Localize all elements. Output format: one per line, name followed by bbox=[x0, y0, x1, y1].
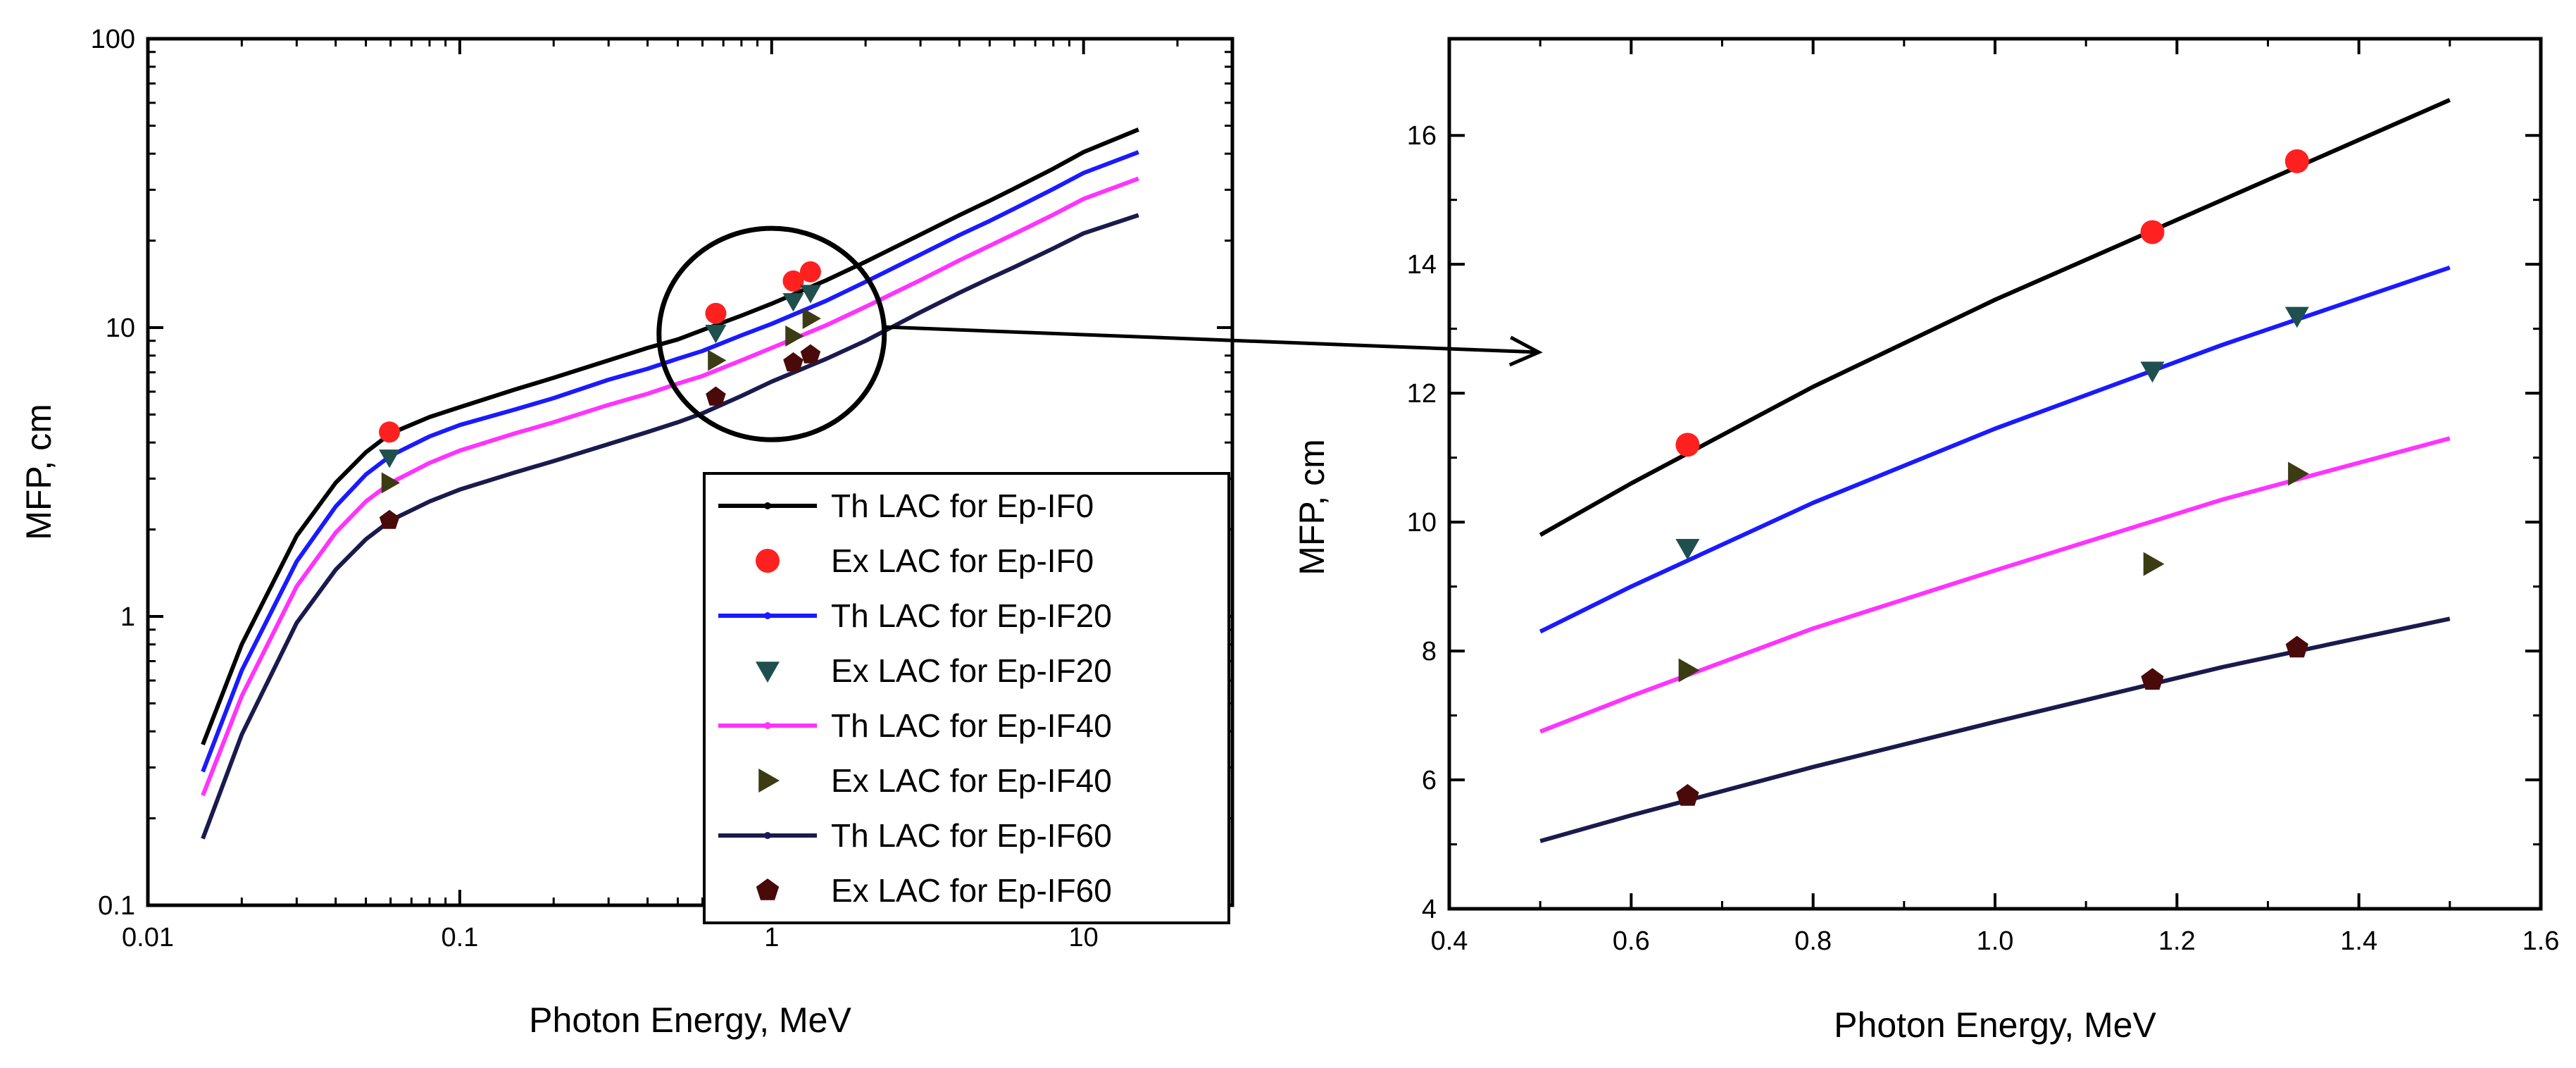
left-y-tick-label: 1 bbox=[120, 602, 135, 632]
right-point-ex-lac-for-ep-if40 bbox=[2143, 552, 2165, 576]
legend-box bbox=[703, 472, 1230, 924]
zoom-circle bbox=[656, 225, 887, 442]
right-point-ex-lac-for-ep-if40 bbox=[1678, 658, 1700, 683]
left-point-ex-lac-for-ep-if60 bbox=[783, 352, 804, 372]
left-point-ex-lac-for-ep-if60 bbox=[800, 344, 821, 364]
right-x-tick-label: 0.4 bbox=[1431, 926, 1468, 956]
right-x-tick-label: 1.2 bbox=[2158, 926, 2196, 956]
right-y-tick-label: 14 bbox=[1407, 250, 1437, 280]
right-x-tick-label: 1.0 bbox=[1977, 926, 2014, 956]
left-point-ex-lac-for-ep-if60 bbox=[706, 386, 726, 406]
right-line-th-lac-for-ep-if0 bbox=[1539, 98, 2451, 538]
legend-swatch-dot-th-lac-for-ep-if60 bbox=[764, 832, 771, 839]
right-x-tick-label: 0.8 bbox=[1794, 926, 1832, 956]
legend-label-th-lac-for-ep-if60: Th LAC for Ep-IF60 bbox=[831, 817, 1112, 854]
legend-swatch-dot-th-lac-for-ep-if0 bbox=[764, 502, 771, 509]
right-y-tick-label: 10 bbox=[1407, 508, 1437, 538]
left-plot-area bbox=[201, 128, 1139, 840]
left-line-th-lac-for-ep-if0 bbox=[201, 128, 1139, 745]
left-y-axis-label: MFP, cm bbox=[19, 404, 58, 540]
zoom-arrow-head bbox=[1508, 335, 1543, 367]
right-x-tick-label: 0.6 bbox=[1613, 926, 1650, 956]
left-point-ex-lac-for-ep-if0 bbox=[379, 421, 401, 443]
left-point-ex-lac-for-ep-if40 bbox=[785, 325, 804, 347]
right-point-ex-lac-for-ep-if0 bbox=[2140, 220, 2165, 244]
left-x-tick-label: 0.1 bbox=[441, 923, 478, 952]
left-x-tick-label: 10 bbox=[1069, 923, 1099, 952]
right-ticks: 0.4 0.6 0.8 1.0 1.2 1.4 1.6 4 6 8 10 12 14 16 bbox=[1407, 39, 2560, 956]
right-point-ex-lac-for-ep-if20 bbox=[1675, 538, 1700, 560]
left-line-th-lac-for-ep-if60 bbox=[201, 213, 1139, 840]
left-y-tick-label: 100 bbox=[91, 25, 135, 54]
legend-label-th-lac-for-ep-if0: Th LAC for Ep-IF0 bbox=[831, 488, 1094, 524]
left-x-axis-label: Photon Energy, MeV bbox=[529, 1000, 851, 1040]
right-x-tick-label: 1.4 bbox=[2340, 926, 2377, 956]
legend-swatch-ex-lac-for-ep-if0 bbox=[755, 548, 780, 573]
left-point-ex-lac-for-ep-if40 bbox=[802, 308, 821, 330]
legend-swatch-dot-th-lac-for-ep-if20 bbox=[764, 612, 771, 619]
legend-swatch-dot-th-lac-for-ep-if40 bbox=[764, 722, 771, 729]
left-point-ex-lac-for-ep-if0 bbox=[782, 270, 804, 292]
zoom-arrow-shaft bbox=[884, 325, 1539, 354]
left-line-th-lac-for-ep-if40 bbox=[201, 176, 1139, 797]
left-point-ex-lac-for-ep-if40 bbox=[708, 349, 727, 371]
left-x-tick-label: 1 bbox=[764, 923, 779, 952]
right-point-ex-lac-for-ep-if0 bbox=[2284, 149, 2309, 173]
right-y-tick-label: 6 bbox=[1422, 766, 1437, 795]
right-y-tick-label: 16 bbox=[1407, 121, 1437, 151]
right-y-tick-label: 4 bbox=[1422, 895, 1437, 924]
left-point-ex-lac-for-ep-if20 bbox=[379, 449, 401, 468]
legend-label-ex-lac-for-ep-if60: Ex LAC for Ep-IF60 bbox=[831, 872, 1112, 909]
right-plot-area bbox=[1539, 98, 2451, 843]
left-point-ex-lac-for-ep-if0 bbox=[799, 261, 821, 282]
right-point-ex-lac-for-ep-if60 bbox=[2285, 635, 2308, 658]
right-line-th-lac-for-ep-if60 bbox=[1539, 616, 2451, 843]
left-x-tick-label: 0.01 bbox=[122, 923, 174, 952]
legend-label-ex-lac-for-ep-if20: Ex LAC for Ep-IF20 bbox=[831, 652, 1112, 689]
legend-label-ex-lac-for-ep-if0: Ex LAC for Ep-IF0 bbox=[831, 542, 1094, 579]
left-y-tick-label: 0.1 bbox=[98, 891, 135, 921]
left-point-ex-lac-for-ep-if20 bbox=[799, 285, 821, 304]
right-point-ex-lac-for-ep-if20 bbox=[2140, 361, 2165, 383]
legend-label-th-lac-for-ep-if40: Th LAC for Ep-IF40 bbox=[831, 707, 1112, 744]
right-point-ex-lac-for-ep-if20 bbox=[2284, 306, 2309, 328]
legend-label-th-lac-for-ep-if20: Th LAC for Ep-IF20 bbox=[831, 597, 1112, 634]
right-chart: 0.4 0.6 0.8 1.0 1.2 1.4 1.6 4 6 8 10 12 14 16 Photon … bbox=[1292, 37, 2560, 1045]
right-x-tick-label: 1.6 bbox=[2522, 926, 2560, 956]
left-line-th-lac-for-ep-if20 bbox=[201, 150, 1139, 773]
legend-label-ex-lac-for-ep-if40: Ex LAC for Ep-IF40 bbox=[831, 762, 1112, 799]
right-point-ex-lac-for-ep-if60 bbox=[1676, 783, 1699, 806]
right-line-th-lac-for-ep-if40 bbox=[1539, 436, 2451, 734]
right-line-th-lac-for-ep-if20 bbox=[1539, 265, 2451, 634]
right-y-tick-label: 8 bbox=[1422, 637, 1437, 666]
left-point-ex-lac-for-ep-if0 bbox=[705, 302, 727, 324]
right-y-axis-label: MFP, cm bbox=[1292, 439, 1332, 576]
legend: Th LAC for Ep-IF0 Ex LAC for Ep-IF0 Th LAC… bbox=[703, 472, 1230, 924]
left-point-ex-lac-for-ep-if40 bbox=[381, 472, 401, 494]
left-point-ex-lac-for-ep-if20 bbox=[782, 293, 804, 312]
right-axes-frame bbox=[1447, 37, 2543, 911]
legend-swatch-ex-lac-for-ep-if40 bbox=[758, 769, 780, 793]
right-y-tick-label: 12 bbox=[1407, 379, 1437, 409]
legend-swatch-ex-lac-for-ep-if20 bbox=[756, 662, 780, 683]
legend-swatch-ex-lac-for-ep-if60 bbox=[756, 878, 780, 900]
left-axes-frame bbox=[146, 37, 1234, 907]
left-y-tick-label: 10 bbox=[106, 313, 135, 343]
right-point-ex-lac-for-ep-if40 bbox=[2288, 461, 2309, 486]
zoom-annotation bbox=[656, 225, 1543, 442]
right-point-ex-lac-for-ep-if0 bbox=[1675, 433, 1700, 457]
right-x-axis-label: Photon Energy, MeV bbox=[1834, 1005, 2156, 1045]
left-point-ex-lac-for-ep-if60 bbox=[379, 509, 400, 529]
left-point-ex-lac-for-ep-if20 bbox=[705, 325, 727, 344]
right-point-ex-lac-for-ep-if60 bbox=[2141, 668, 2164, 690]
